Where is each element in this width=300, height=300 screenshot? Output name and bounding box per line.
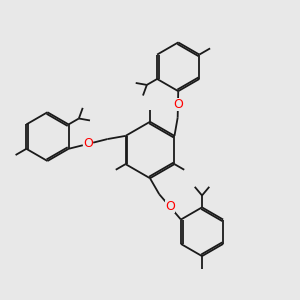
Text: O: O — [165, 200, 175, 213]
Text: O: O — [83, 137, 93, 150]
Text: O: O — [173, 98, 183, 111]
